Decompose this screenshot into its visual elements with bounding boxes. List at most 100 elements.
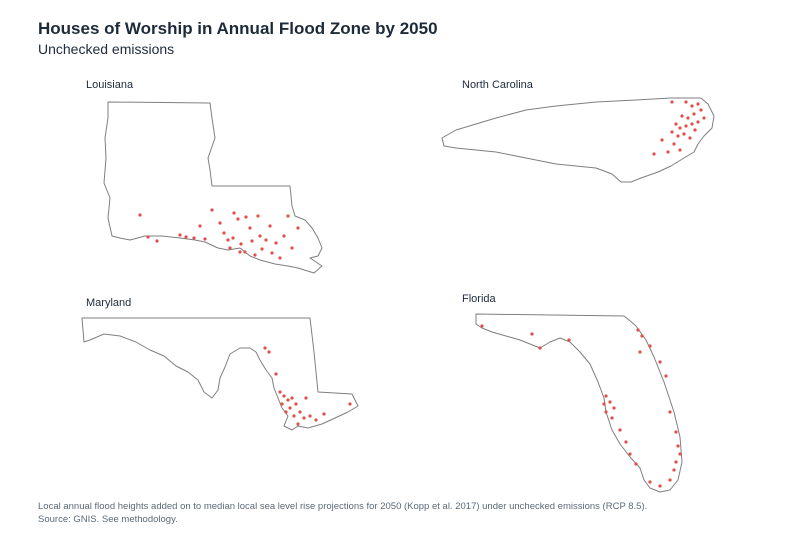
flood-point [278, 256, 282, 260]
flood-point [348, 402, 352, 406]
footnote-source: Source: GNIS. See methodology. [38, 514, 178, 525]
flood-point [292, 414, 296, 418]
flood-point [290, 246, 294, 250]
flood-point [198, 224, 202, 228]
footnote: Local annual flood heights added on to m… [38, 500, 647, 526]
flood-point [236, 217, 240, 221]
footnote-methodology: Local annual flood heights added on to m… [38, 501, 648, 512]
flood-point [690, 104, 694, 108]
flood-point [239, 242, 243, 246]
florida-outline [475, 313, 683, 493]
flood-point [294, 402, 298, 406]
flood-point [680, 114, 684, 118]
flood-point [660, 138, 664, 142]
flood-point [268, 224, 272, 228]
flood-point [692, 112, 696, 116]
flood-point [286, 214, 290, 218]
flood-point [624, 440, 628, 444]
louisiana-map [103, 101, 323, 274]
flood-point [628, 452, 632, 456]
flood-point [658, 360, 662, 364]
flood-point [676, 444, 680, 448]
flood-point [244, 215, 248, 219]
flood-point [696, 102, 700, 106]
flood-point [263, 346, 267, 350]
flood-point [286, 398, 290, 402]
flood-point [634, 462, 638, 466]
flood-point [604, 410, 608, 414]
flood-point [608, 400, 612, 404]
flood-point [648, 480, 652, 484]
flood-point [672, 468, 676, 472]
flood-point [664, 374, 668, 378]
flood-point [610, 416, 614, 420]
flood-point [674, 430, 678, 434]
flood-point [298, 410, 302, 414]
flood-point [678, 126, 682, 130]
flood-point [678, 452, 682, 456]
flood-point [678, 148, 682, 152]
flood-point [243, 250, 247, 254]
flood-point [146, 235, 150, 239]
flood-point [228, 246, 232, 250]
flood-point [231, 236, 235, 240]
flood-point [184, 235, 188, 239]
maryland-outline [81, 317, 359, 431]
flood-point [702, 116, 706, 120]
flood-point [282, 234, 286, 238]
louisiana-outline [103, 101, 323, 274]
flood-point [238, 250, 242, 254]
flood-point [302, 416, 306, 420]
flood-point [304, 396, 308, 400]
flood-point [480, 324, 484, 328]
flood-point [260, 247, 264, 251]
maryland-points [263, 346, 352, 426]
flood-point [670, 100, 674, 104]
north-carolina-outline [441, 97, 715, 183]
flood-point [652, 152, 656, 156]
flood-point [264, 238, 268, 242]
flood-point [232, 211, 236, 215]
maryland-label: Maryland [86, 297, 132, 309]
florida-points [480, 324, 682, 488]
louisiana-label: Louisiana [86, 79, 134, 91]
flood-point [250, 239, 254, 243]
louisiana-points [138, 208, 300, 260]
north-carolina-points [652, 100, 706, 156]
chart-subtitle: Unchecked emissions [38, 41, 175, 57]
flood-point [210, 208, 214, 212]
flood-point [636, 328, 640, 332]
flood-point [658, 484, 662, 488]
flood-point [666, 150, 670, 154]
flood-point [280, 402, 284, 406]
flood-point [290, 396, 294, 400]
flood-point [640, 334, 644, 338]
flood-point [567, 338, 571, 342]
flood-point [699, 108, 703, 112]
chart-title: Houses of Worship in Annual Flood Zone b… [38, 19, 438, 38]
north-carolina-map [441, 97, 715, 183]
flood-point [530, 332, 534, 336]
flood-point [674, 122, 678, 126]
flood-point [682, 132, 686, 136]
flood-point [648, 344, 652, 348]
flood-point [222, 231, 226, 235]
flood-point [296, 422, 300, 426]
flood-point [604, 394, 608, 398]
north-carolina-label: North Carolina [462, 79, 533, 91]
flood-point [248, 226, 252, 230]
flood-point [690, 122, 694, 126]
flood-point [693, 128, 697, 132]
flood-point [668, 478, 672, 482]
flood-point [218, 221, 222, 225]
florida-label: Florida [462, 293, 496, 305]
flood-point [322, 412, 326, 416]
flood-point [686, 116, 690, 120]
flood-point [612, 406, 616, 410]
flood-point [282, 394, 286, 398]
flood-point [618, 428, 622, 432]
flood-point [155, 239, 159, 243]
flood-point [296, 226, 300, 230]
flood-point [274, 241, 278, 245]
flood-point [684, 124, 688, 128]
